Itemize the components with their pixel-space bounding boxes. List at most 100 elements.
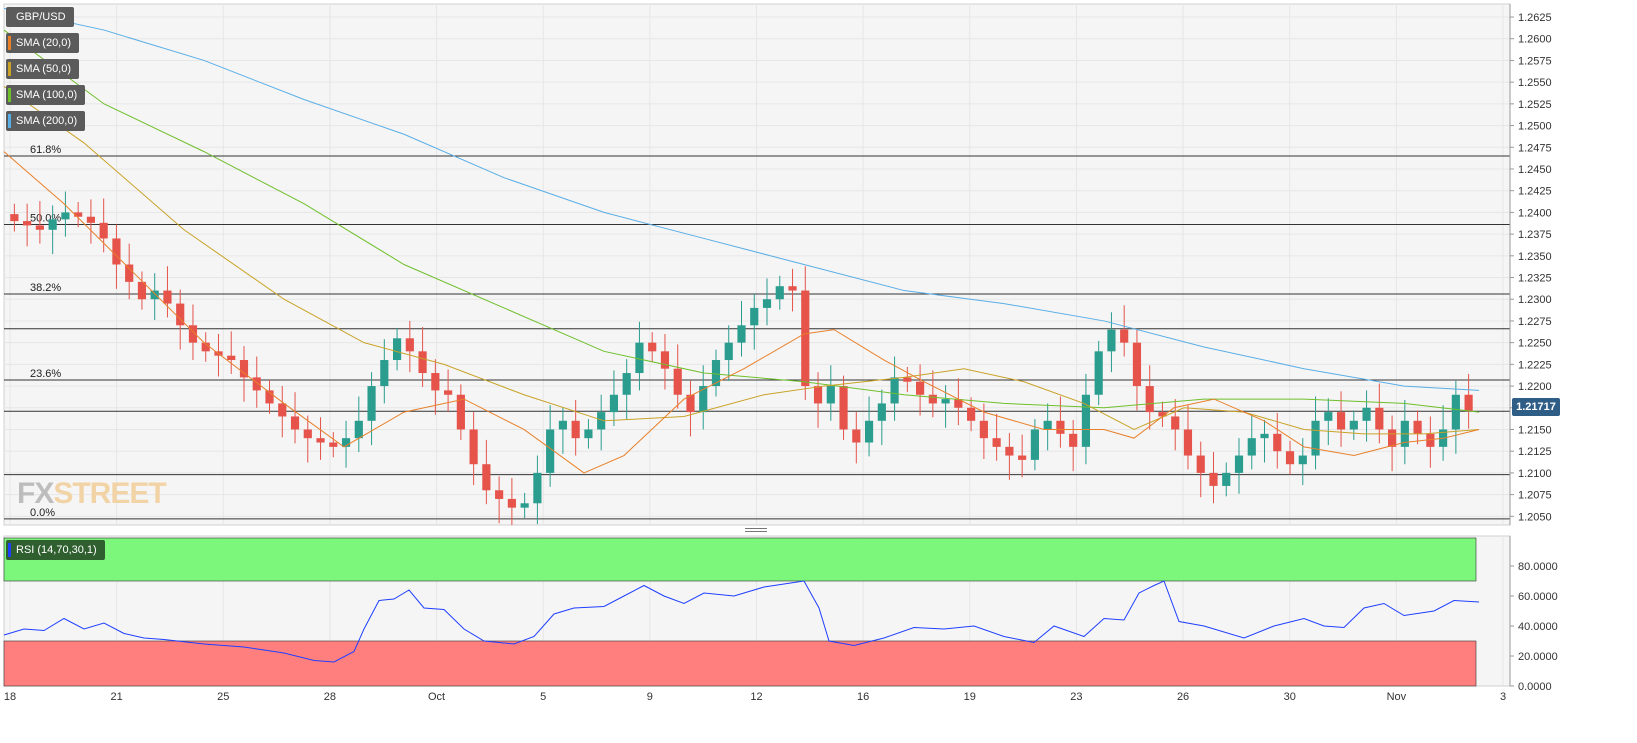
candle-body [354, 420, 363, 439]
fib-level-label: 23.6% [30, 368, 61, 380]
price-tick-label: 1.2600 [1518, 34, 1552, 46]
price-tick-label: 1.2050 [1518, 511, 1552, 523]
symbol-legend[interactable]: GBP/USD [6, 7, 74, 27]
candle-body [380, 360, 389, 387]
current-price-text: 1.21717 [1516, 401, 1556, 413]
candle-body [1451, 394, 1460, 430]
candle-body [1171, 416, 1180, 430]
price-tick-label: 1.2400 [1518, 207, 1552, 219]
price-tick-label: 1.2550 [1518, 77, 1552, 89]
candle-body [61, 212, 70, 220]
candle-body [367, 386, 376, 421]
candle-body [852, 429, 861, 443]
price-tick-label: 1.2450 [1518, 164, 1552, 176]
candle-body [137, 281, 147, 300]
legend-sma-200-label: SMA (200,0) [16, 115, 78, 127]
x-tick-label: 21 [111, 691, 123, 703]
candle-body [1145, 386, 1154, 413]
legend-sma-20-label: SMA (20,0) [16, 37, 72, 49]
candle-body [329, 442, 338, 447]
candle-body [890, 377, 899, 404]
candle-body [546, 429, 555, 473]
rsi-legend[interactable]: RSI (14,70,30,1) [6, 540, 105, 560]
symbol-swatch [8, 10, 11, 24]
candle-body [941, 399, 950, 404]
candle-body [1260, 433, 1269, 439]
candle-body [992, 438, 1001, 447]
candle-body [1324, 412, 1333, 421]
candle-body [431, 373, 440, 391]
candle-body [673, 368, 682, 395]
candle-body [10, 214, 19, 222]
candle-body [507, 498, 516, 508]
rsi-oversold-zone [3, 640, 1477, 687]
candle-body [826, 386, 835, 404]
candle-body [775, 286, 784, 300]
candle-body [864, 420, 874, 443]
sma-50-line [3, 86, 1480, 435]
candle-body [1336, 412, 1346, 430]
candle-body [648, 342, 657, 352]
candle-body [227, 355, 236, 361]
candle-body [1209, 472, 1218, 486]
candle-body [239, 360, 249, 378]
candle-body [839, 386, 848, 430]
candle-body [201, 342, 210, 352]
candle-body [316, 438, 325, 443]
candle-body [48, 219, 57, 230]
candle-body [341, 438, 351, 447]
rsi-label: RSI (14,70,30,1) [16, 544, 97, 556]
candle-body [1298, 455, 1307, 465]
candle-body [303, 429, 312, 439]
x-tick-label: Oct [428, 691, 445, 703]
rsi-tick-label: 20.0000 [1518, 651, 1558, 663]
sma-200-swatch [8, 114, 11, 128]
rsi-tick-label: 0.0000 [1518, 681, 1552, 693]
candle-body [877, 403, 886, 421]
candle-body [1056, 420, 1065, 434]
candle-body [1375, 407, 1384, 430]
fib-level-label: 61.8% [30, 144, 61, 156]
candle-body [405, 338, 414, 352]
candle-body [1388, 429, 1397, 447]
sma-20-line [3, 151, 1480, 474]
candle-body [686, 394, 695, 413]
candle-body [520, 503, 529, 508]
x-tick-label: 26 [1177, 691, 1189, 703]
candle-body [928, 394, 937, 404]
rsi-line [3, 580, 1480, 663]
x-tick-label: 18 [4, 691, 16, 703]
price-tick-label: 1.2350 [1518, 251, 1552, 263]
candle-body [1196, 455, 1205, 473]
legend-sma-200[interactable]: SMA (200,0) [6, 111, 86, 131]
candle-body [1285, 451, 1295, 465]
x-tick-label: 5 [540, 691, 546, 703]
legend-sma-50[interactable]: SMA (50,0) [6, 59, 80, 79]
candle-body [1311, 420, 1320, 456]
sma-100-swatch [8, 88, 11, 102]
price-tick-label: 1.2125 [1518, 446, 1552, 458]
candle-body [1120, 329, 1129, 343]
candle-body [1043, 420, 1052, 430]
price-tick-label: 1.2100 [1518, 468, 1552, 480]
price-tick-label: 1.2425 [1518, 186, 1552, 198]
rsi-swatch [8, 543, 11, 557]
candle-body [188, 325, 198, 343]
candle-body [150, 290, 159, 300]
legend-sma-100[interactable]: SMA (100,0) [6, 85, 86, 105]
legend-sma-20[interactable]: SMA (20,0) [6, 33, 80, 53]
candle-body [1413, 420, 1422, 434]
candle-body [711, 360, 721, 387]
candle-body [979, 420, 988, 439]
candle-body [1005, 446, 1014, 456]
sma-200-line [3, 7, 1480, 391]
candle-body [1464, 394, 1473, 412]
x-tick-label: 3 [1500, 691, 1506, 703]
candle-body [967, 407, 976, 421]
price-tick-label: 1.2325 [1518, 273, 1552, 285]
pane-resize-handle[interactable] [745, 526, 767, 533]
candle-body [1107, 329, 1116, 352]
candle-body [1132, 342, 1142, 387]
